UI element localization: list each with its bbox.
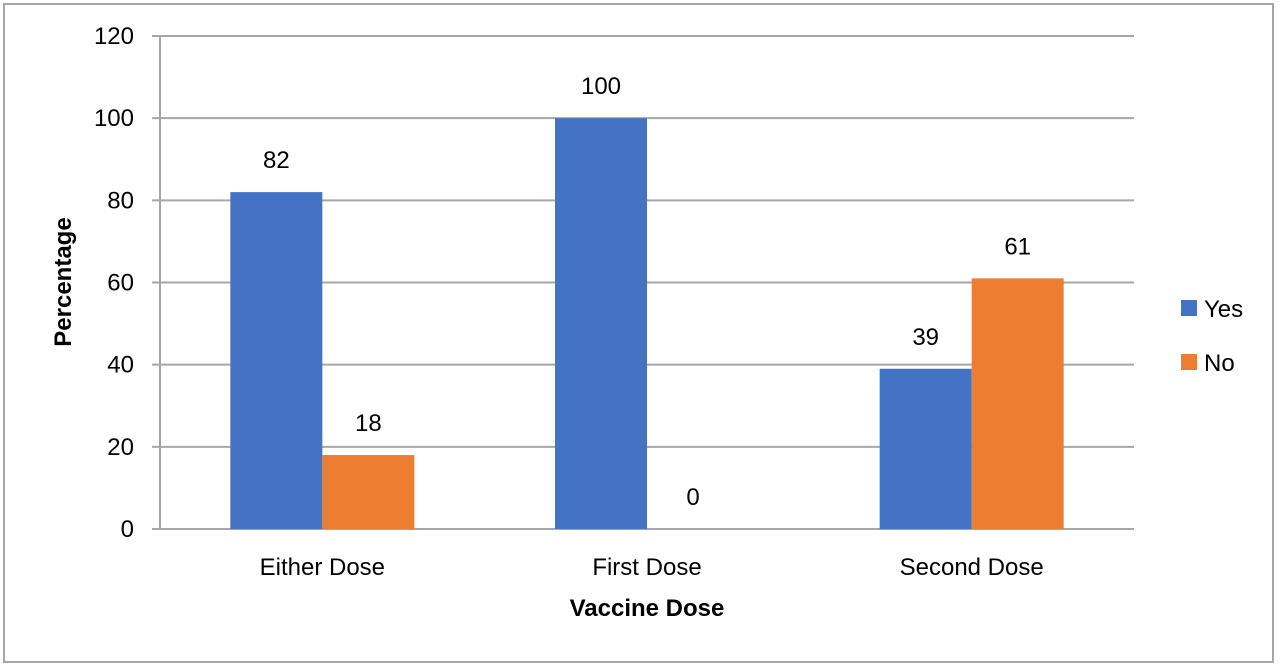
data-labels: 82 18 100 0 39 61 <box>263 73 1031 511</box>
axes: 0 20 40 60 80 100 120 Either Dose First Dose Seco… <box>94 23 1044 581</box>
x-tick-label: Second Dose <box>900 554 1044 581</box>
bar-yes-0 <box>230 192 323 529</box>
legend-label-no: No <box>1204 350 1235 377</box>
bar-no-0 <box>322 455 415 529</box>
bar-yes-1 <box>555 118 647 530</box>
data-label: 61 <box>1004 233 1031 260</box>
bars <box>230 118 1064 530</box>
data-label: 39 <box>912 324 939 351</box>
bar-yes-2 <box>879 368 972 529</box>
data-label: 0 <box>686 484 699 511</box>
y-tick-label: 80 <box>107 187 134 214</box>
y-tick-label: 60 <box>107 270 134 297</box>
data-label: 100 <box>581 73 621 100</box>
x-tick-label: Either Dose <box>260 554 385 581</box>
legend-label-yes: Yes <box>1204 296 1243 323</box>
y-tick-label: 100 <box>94 105 134 132</box>
y-tick-label: 40 <box>107 352 134 379</box>
data-label: 82 <box>263 147 290 174</box>
y-axis-title: Percentage <box>50 217 77 346</box>
legend: Yes No <box>1181 296 1243 377</box>
data-label: 18 <box>355 410 382 437</box>
y-tick-label: 20 <box>107 434 134 461</box>
bar-no-2 <box>971 278 1064 529</box>
x-axis-title: Vaccine Dose <box>570 595 725 622</box>
y-tick-label: 120 <box>94 23 134 50</box>
x-tick-label: First Dose <box>592 554 701 581</box>
y-tick-label: 0 <box>121 516 134 543</box>
legend-swatch-yes <box>1181 300 1197 316</box>
legend-swatch-no <box>1181 354 1197 370</box>
